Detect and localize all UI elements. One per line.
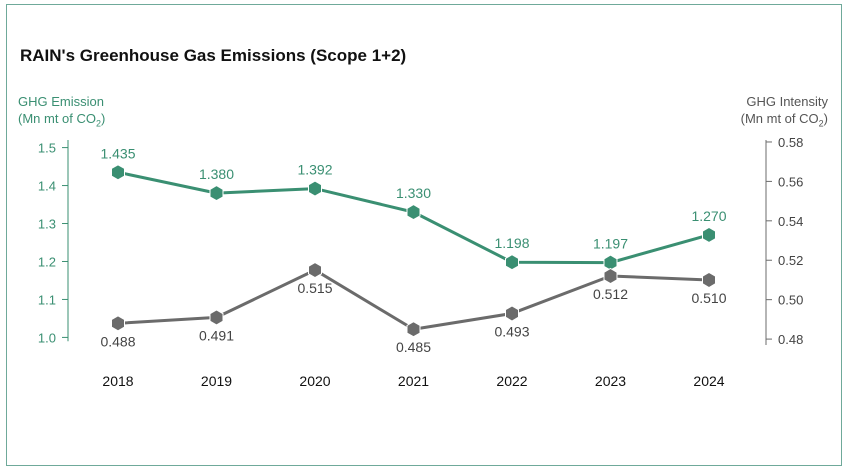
x-axis-tick-label: 2022 [496,373,527,389]
intensity-data-label: 0.488 [100,333,135,349]
emission-point [505,254,519,271]
intensity-data-label: 0.515 [297,280,332,296]
intensity-point [505,305,519,322]
right-axis-label: GHG Intensity [746,94,828,109]
emission-point [111,164,125,181]
emission-data-label: 1.380 [199,166,234,182]
intensity-data-label: 0.512 [593,286,628,302]
intensity-point [702,271,716,289]
emission-data-label: 1.435 [100,145,135,161]
intensity-data-label: 0.493 [494,323,529,339]
emission-data-label: 1.270 [691,208,726,224]
intensity-point [603,267,618,285]
left-axis-tick-label: 1.2 [38,254,56,269]
emission-point [406,204,421,221]
left-axis-tick-label: 1.4 [38,179,56,194]
emission-data-label: 1.330 [396,185,431,201]
right-axis-tick-label: 0.58 [778,135,803,150]
emission-data-label: 1.392 [297,162,332,178]
emission-point [702,226,716,243]
right-axis-tick-label: 0.56 [778,174,803,189]
x-axis-tick-label: 2024 [693,373,724,389]
intensity-point [209,309,224,326]
x-axis-tick-label: 2019 [201,373,232,389]
left-axis-tick-label: 1.5 [38,141,56,156]
x-axis-tick-label: 2018 [102,373,133,389]
x-axis-tick-label: 2021 [398,373,429,389]
left-axis-label: GHG Emission [18,94,104,109]
intensity-data-label: 0.491 [199,327,234,343]
right-axis-unit: (Mn mt of CO2) [740,111,828,129]
intensity-data-label: 0.485 [396,339,431,355]
right-axis-tick-label: 0.48 [778,332,803,347]
right-axis-tick-label: 0.50 [778,293,803,308]
emission-data-label: 1.197 [593,236,628,252]
left-axis-title: GHG Emission (Mn mt of CO2) [18,93,105,133]
left-axis-tick-label: 1.0 [38,330,56,345]
x-axis-tick-label: 2020 [299,373,330,389]
emission-point [603,254,618,271]
right-axis-title: GHG Intensity (Mn mt of CO2) [741,93,828,133]
left-axis-unit: (Mn mt of CO2) [18,111,106,129]
intensity-point [406,321,421,338]
emission-point [308,180,322,197]
right-axis-tick-label: 0.54 [778,214,803,229]
emission-point [209,185,224,202]
chart-title: RAIN's Greenhouse Gas Emissions (Scope 1… [20,46,407,65]
left-axis-tick-label: 1.1 [38,292,56,307]
intensity-point [308,262,322,279]
emission-data-label: 1.198 [494,235,529,251]
x-axis-tick-label: 2023 [595,373,626,389]
intensity-data-label: 0.510 [691,290,726,306]
left-axis-tick-label: 1.3 [38,217,56,232]
intensity-point [111,315,125,332]
right-axis-tick-label: 0.52 [778,253,803,268]
